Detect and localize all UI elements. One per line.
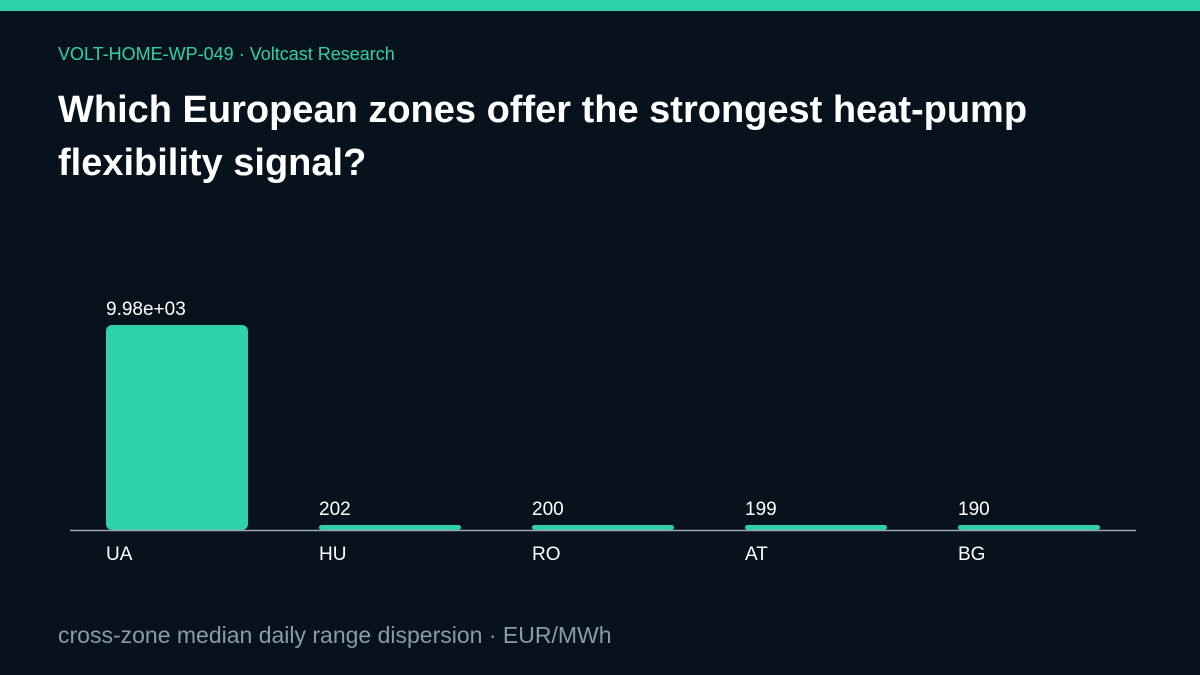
value-label-hu: 202 (319, 499, 351, 520)
value-label-at: 199 (745, 499, 777, 520)
value-label-ua: 9.98e+03 (106, 299, 186, 320)
category-label-ro: RO (532, 544, 561, 565)
bar-ua (106, 325, 248, 530)
bar-ro (532, 525, 674, 530)
value-label-ro: 200 (532, 499, 564, 520)
chart-headline: Which European zones offer the strongest… (58, 89, 1028, 184)
report-kicker: VOLT-HOME-WP-049 · Voltcast Research (58, 44, 395, 64)
top-accent-bar (0, 0, 1200, 11)
category-label-at: AT (745, 544, 768, 565)
bar-hu (319, 525, 461, 530)
bar-bg (958, 525, 1100, 530)
category-label-bg: BG (958, 544, 985, 565)
category-label-hu: HU (319, 544, 346, 565)
value-label-bg: 190 (958, 499, 990, 520)
bar-at (745, 525, 887, 530)
category-label-ua: UA (106, 544, 133, 565)
chart-footnote: cross-zone median daily range dispersion… (58, 622, 612, 648)
